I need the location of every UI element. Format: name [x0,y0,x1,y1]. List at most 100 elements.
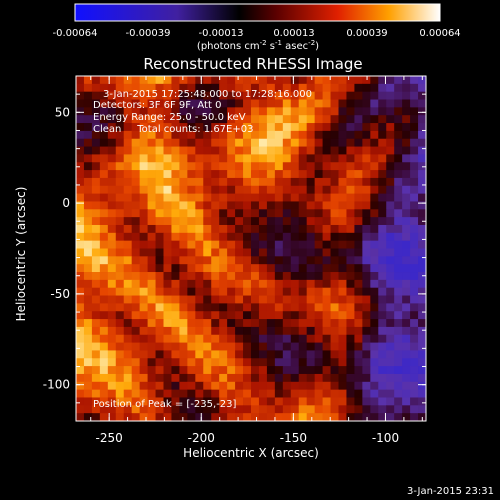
heatmap-cell [163,130,172,140]
heatmap-cell [107,224,117,234]
heatmap-cell [203,397,212,406]
heatmap-cell [410,91,419,100]
heatmap-cell [258,342,268,351]
heatmap-cell [203,177,212,187]
heatmap-cell [83,413,93,422]
heatmap-cell [306,334,316,343]
heatmap-cell [76,91,85,100]
heatmap-cell [227,193,236,202]
heatmap-cell [235,201,244,210]
x-tick-label: -250 [96,431,123,445]
heatmap-cell [171,295,180,304]
heatmap-cell [179,91,188,100]
heatmap-cell [370,264,379,273]
heatmap-cell [354,115,363,124]
heatmap-cell [402,342,411,351]
heatmap-cell [274,201,284,210]
heatmap-cell [282,381,292,391]
heatmap-cell [410,397,419,406]
heatmap-cell [155,326,164,336]
heatmap-cell [235,130,244,140]
heatmap-cell [274,373,284,383]
heatmap-cell [76,107,85,116]
heatmap-cell [83,170,93,179]
heatmap-cell [187,319,196,328]
heatmap-cell [274,232,284,242]
heatmap-cell [251,209,260,218]
heatmap-cell [211,295,220,304]
heatmap-cell [115,397,125,406]
heatmap-cell [219,389,228,398]
heatmap-cell [91,123,101,132]
heatmap-cell [394,279,403,289]
heatmap-cell [282,342,292,351]
heatmap-cell [258,138,268,147]
heatmap-cell [378,319,387,328]
heatmap-cell [83,334,93,343]
heatmap-cell [91,319,101,328]
heatmap-cell [330,326,339,336]
heatmap-cell [171,358,180,367]
heatmap-cell [386,366,395,375]
heatmap-cell [306,193,316,202]
heatmap-cell [147,248,156,257]
heatmap-cell [330,405,339,414]
heatmap-cell [171,373,180,383]
heatmap-cell [322,115,331,124]
heatmap-cell [147,130,156,140]
heatmap-cell [330,389,339,398]
heatmap-cell [187,83,196,93]
heatmap-cell [203,272,212,281]
heatmap-cell [91,303,101,312]
heatmap-cell [123,177,133,187]
heatmap-cell [243,279,252,289]
heatmap-cell [83,397,93,406]
heatmap-cell [314,389,323,398]
heatmap-cell [378,232,387,242]
heatmap-cell [410,224,419,234]
heatmap-cell [282,373,292,383]
heatmap-cell [290,91,300,100]
heatmap-cell [394,389,403,398]
heatmap-cell [306,264,316,273]
heatmap-cell [107,264,117,273]
heatmap-cell [155,185,164,195]
heatmap-cell [107,240,117,249]
heatmap-cell [83,319,93,328]
heatmap-cell [251,381,260,391]
heatmap-cell [402,123,411,132]
heatmap-cell [362,342,371,351]
heatmap-cell [354,389,363,398]
heatmap-cell [251,366,260,375]
heatmap-cell [155,272,164,281]
heatmap-cell [346,350,355,359]
heatmap-cell [147,389,156,398]
heatmap-cell [314,185,323,195]
heatmap-cell [123,193,133,202]
heatmap-cell [290,154,300,163]
heatmap-cell [418,287,427,296]
heatmap-cell [410,413,419,422]
heatmap-cell [203,405,212,414]
heatmap-cell [147,287,156,296]
heatmap-cell [179,209,188,218]
heatmap-cell [410,287,419,296]
heatmap-cell [171,177,180,187]
heatmap-cell [123,279,133,289]
heatmap-cell [338,162,347,171]
heatmap-cell [195,130,204,140]
heatmap-cell [91,240,101,249]
heatmap-cell [187,358,196,367]
heatmap-cell [123,358,133,367]
heatmap-cell [298,295,308,304]
heatmap-cell [179,240,188,249]
heatmap-cell [211,287,220,296]
heatmap-cell [378,177,387,187]
heatmap-cell [76,358,85,367]
heatmap-cell [179,303,188,312]
heatmap-cell [378,83,387,93]
heatmap-cell [322,397,331,406]
heatmap-cell [91,279,101,289]
heatmap-cell [187,303,196,312]
heatmap-cell [362,76,371,85]
